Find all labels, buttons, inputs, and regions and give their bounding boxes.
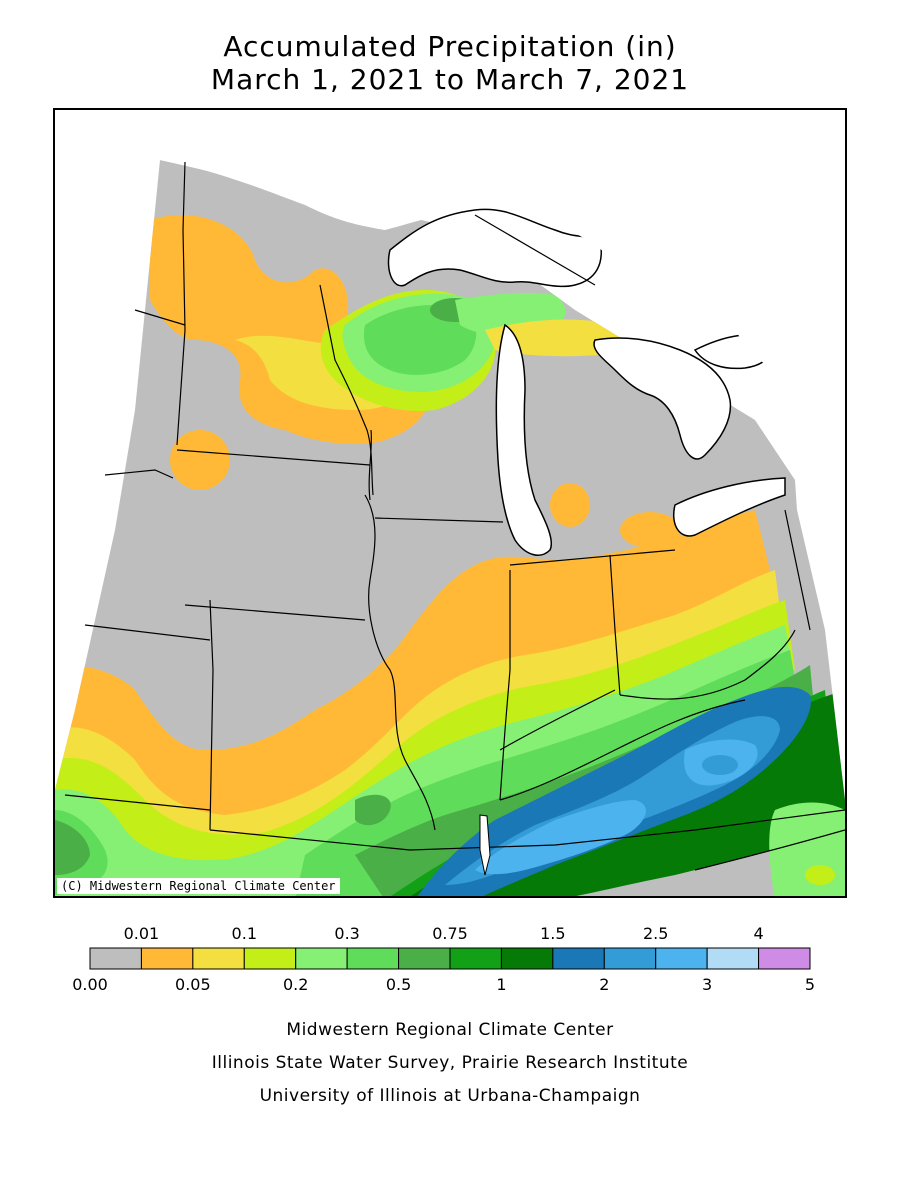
color-legend: 0.01 0.1 0.3 0.75 1.5 2.5 4 0.00 0.05 0.2 0.5 1 2 3 5 (0, 920, 900, 1000)
border-ne-ks (84, 624, 211, 641)
legend-top-label: 0.1 (231, 924, 258, 943)
legend-swatch (140, 947, 194, 970)
precip-band-plains-lightgreen (55, 625, 800, 896)
border-pa (784, 509, 811, 631)
map-credit: (C) Midwestern Regional Climate Center (57, 878, 340, 894)
border-ia-mo (184, 604, 366, 621)
legend-swatch (398, 947, 451, 970)
kentucky-lake (479, 814, 491, 876)
canada-area (160, 110, 845, 409)
border-ks-mo (209, 599, 214, 831)
border-mi-oh (509, 549, 676, 566)
legend-top-label: 0.01 (123, 924, 160, 943)
precip-southeast-green (769, 802, 845, 896)
legend-swatch (192, 947, 245, 970)
precip-patch-michigan-orange (550, 483, 590, 527)
legend-bottom-label: 1 (496, 975, 507, 994)
lake-huron (593, 337, 732, 460)
border-ia-mn (176, 449, 371, 466)
precip-band-plains-orange (55, 510, 775, 896)
border-ok-ks (64, 794, 211, 811)
border-wi-il (374, 517, 504, 523)
footer-survey: Illinois State Water Survey, Prairie Res… (211, 1053, 689, 1073)
border-ky-in (499, 689, 616, 751)
precipitation-map: (C) Midwestern Regional Climate Center (53, 108, 847, 898)
legend-swatch (500, 947, 554, 970)
border-nd-sd (134, 309, 186, 326)
precip-band-plains-lime (55, 600, 795, 896)
legend-bottom-label: 0.05 (175, 975, 211, 994)
legend-bar (89, 947, 811, 970)
legend-swatch (346, 947, 400, 970)
footer-university: University of Illinois at Urbana-Champai… (259, 1086, 641, 1106)
legend-bottom-label: 0.5 (385, 975, 412, 994)
legend-top-label: 1.5 (540, 924, 566, 943)
map-title: Accumulated Precipitation (in) (223, 30, 677, 63)
legend-bottom-label: 5 (804, 975, 816, 994)
legend-top-label: 2.5 (642, 924, 669, 943)
legend-swatch (243, 947, 297, 970)
border-mo-ar (209, 829, 411, 851)
legend-swatch (449, 947, 502, 970)
border-ky-tn (499, 699, 746, 801)
legend-bottom-label: 3 (702, 975, 713, 994)
precip-north-green-3 (363, 305, 477, 375)
legend-top-label: 4 (753, 924, 764, 943)
legend-bottom-label: 0.2 (282, 975, 309, 994)
border-mo-il (368, 429, 372, 501)
precip-southeast-lime (805, 865, 835, 885)
precip-patch-iowa-orange (170, 430, 230, 490)
lake-superior (387, 208, 602, 288)
precip-core-blue-4 (702, 755, 738, 775)
lake-erie (673, 477, 786, 537)
border-va-nc (694, 829, 845, 871)
precip-core-blue-3 (475, 739, 758, 875)
legend-top-label: 0.75 (432, 924, 468, 943)
border-mo-ill-river (364, 494, 436, 831)
border-wi (319, 284, 374, 496)
legend-top-label: 0.3 (334, 924, 360, 943)
map-date-range: March 1, 2021 to March 7, 2021 (210, 63, 690, 96)
legend-swatch (706, 947, 760, 970)
border-mi-up (474, 214, 596, 286)
footer-org: Midwestern Regional Climate Center (286, 1020, 614, 1040)
legend-swatch (295, 947, 348, 970)
legend-swatch (655, 947, 708, 970)
map-canvas (55, 110, 845, 896)
border-in-oh (609, 554, 621, 696)
border-sd-ne (104, 469, 174, 479)
lake-michigan (495, 323, 552, 556)
legend-swatch (758, 947, 811, 970)
precip-patch-ohio-orange (620, 512, 680, 548)
border-mn-nd (176, 161, 186, 446)
reservoirs (479, 814, 491, 876)
legend-swatch (552, 947, 605, 970)
legend-swatch (603, 947, 657, 970)
legend-bottom-label: 0.00 (72, 975, 108, 994)
border-oh-wv (619, 629, 796, 700)
legend-bottom-label: 2 (599, 975, 610, 994)
border-il-in (499, 570, 511, 801)
legend-swatch (89, 947, 142, 970)
